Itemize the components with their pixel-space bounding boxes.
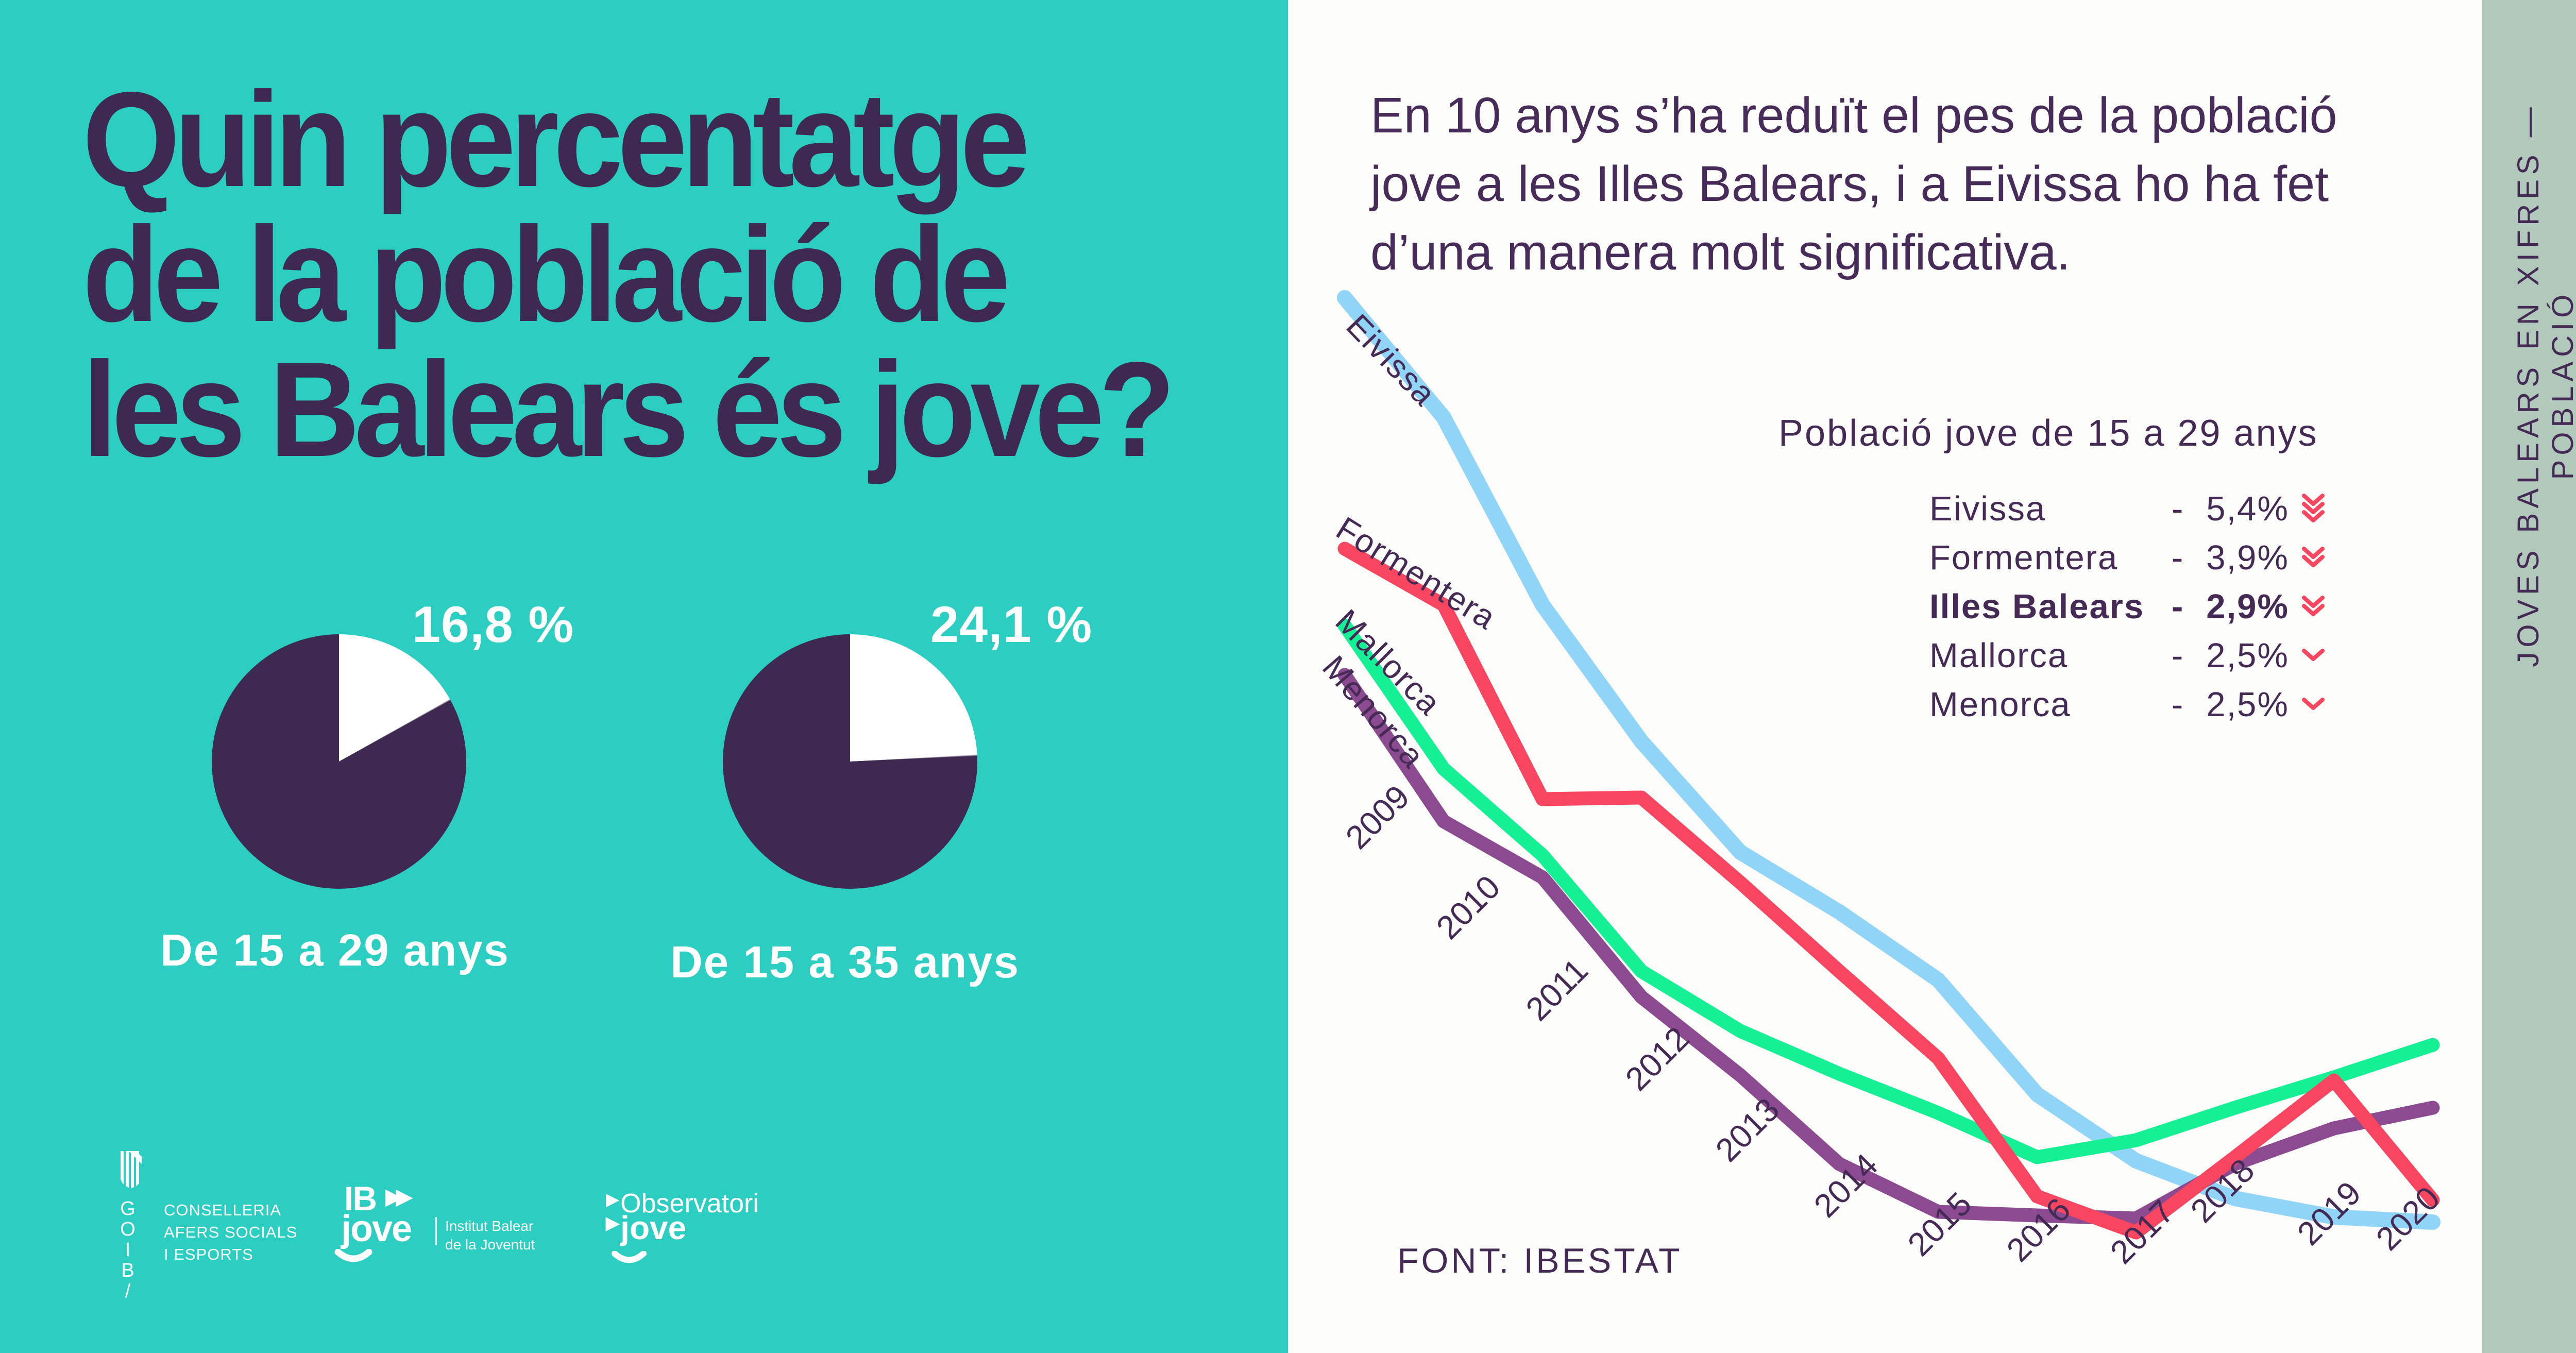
legend-label: Illes Balears	[1929, 587, 2145, 626]
line-chart	[1337, 290, 2441, 1240]
chart-line-eivissa	[1337, 290, 2441, 1230]
legend-label: Menorca	[1929, 685, 2071, 724]
ibjove-jove-label: jove	[341, 1208, 412, 1249]
legend-value: -2,9%	[2172, 587, 2289, 626]
legend: Eivissa -5,4% Formentera -3,9% Illes Balears…	[1929, 484, 2327, 729]
legend-label: Mallorca	[1929, 636, 2069, 675]
legend-row: Eivissa -5,4%	[1929, 484, 2327, 533]
legend-title: Població jove de 15 a 29 anys	[1778, 413, 2318, 454]
legend-row: Mallorca -2,5%	[1929, 631, 2327, 680]
legend-value: -5,4%	[2172, 489, 2289, 528]
pie-percent-label: 16,8 %	[412, 596, 574, 653]
intro-text: En 10 anys s’ha reduït el pes de la pobl…	[1370, 87, 2337, 280]
goib-department-label: CONSELLERIA AFERS SOCIALS I ESPORTS	[164, 1201, 298, 1263]
goib-shield-icon	[121, 1151, 142, 1188]
goib-letter: B	[121, 1260, 134, 1281]
chart-source: FONT: IBESTAT	[1397, 1241, 1683, 1280]
observatori-label: ▶Observatori	[606, 1189, 759, 1219]
chart-line-formentera	[1337, 542, 2440, 1240]
legend-value: -3,9%	[2172, 538, 2289, 577]
goib-letters: G O I B /	[117, 1198, 138, 1301]
sidebar-label: JOVES BALEARS EN XIFRES — POBLACIÓ	[2512, 103, 2576, 667]
legend-label: Formentera	[1929, 538, 2119, 577]
goib-letter: /	[125, 1280, 131, 1302]
play-icon: ▶	[606, 1213, 621, 1233]
ibjove-tagline: Institut Balear de la Joventut	[445, 1218, 535, 1253]
goib-letter: G	[120, 1198, 135, 1220]
legend-label: Eivissa	[1929, 489, 2046, 528]
ibjove-ib-label: IB	[344, 1179, 377, 1217]
pie-caption: De 15 a 35 anys	[670, 937, 1020, 987]
observatori-jove-label: ▶jove	[606, 1209, 687, 1246]
legend-value: -2,5%	[2172, 636, 2289, 675]
pie-chart-15-35	[723, 634, 977, 889]
goib-letter: O	[120, 1219, 135, 1240]
chevron-down-icon	[2299, 493, 2327, 525]
goib-letter: I	[125, 1239, 131, 1261]
divider	[435, 1217, 437, 1245]
left-panel: Quin percentatge de la població de les B…	[0, 0, 1288, 1353]
chevron-down-icon	[2299, 546, 2327, 570]
legend-row: Illes Balears -2,9%	[1929, 582, 2327, 631]
sidebar	[2482, 0, 2576, 1353]
legend-row: Menorca -2,5%	[1929, 680, 2327, 729]
page-title: Quin percentatge de la població de les B…	[82, 64, 1175, 485]
smile-icon	[612, 1251, 647, 1263]
play-icons: ▶▶	[385, 1184, 413, 1209]
chevron-down-icon	[2299, 697, 2327, 713]
chart-line-mallorca	[1337, 618, 2440, 1164]
smile-icon	[334, 1249, 372, 1262]
chevron-down-icon	[2299, 648, 2327, 664]
pie-chart-15-29	[212, 634, 466, 889]
play-icon: ▶	[606, 1190, 621, 1209]
chart-line-menorca	[1337, 668, 2440, 1226]
legend-row: Formentera -3,9%	[1929, 533, 2327, 582]
legend-value: -2,5%	[2172, 685, 2289, 724]
chevron-down-icon	[2299, 595, 2327, 619]
pie-caption: De 15 a 29 anys	[160, 925, 510, 975]
pie-percent-label: 24,1 %	[930, 596, 1093, 653]
